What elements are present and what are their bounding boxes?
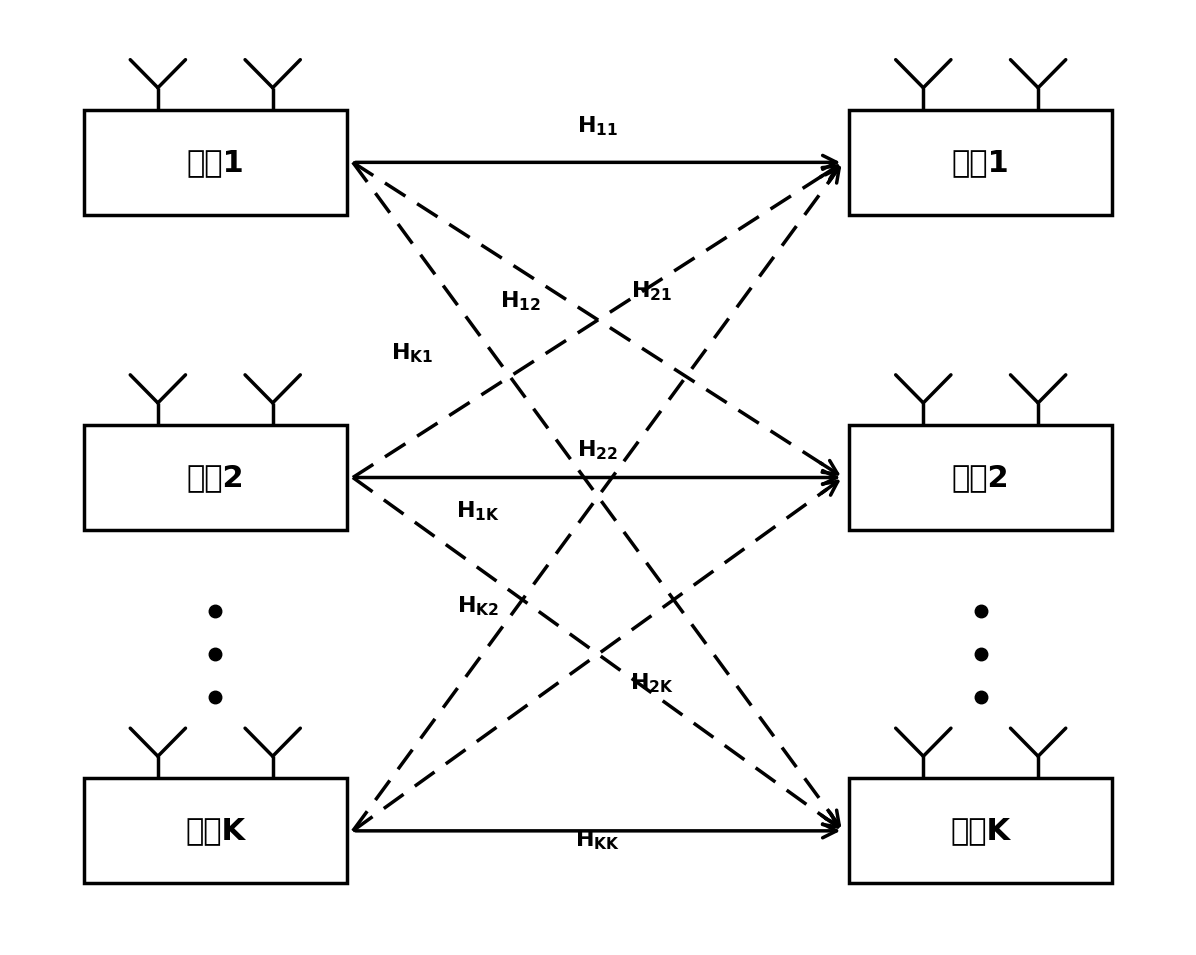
Text: $\mathbf{H_{K1}}$: $\mathbf{H_{K1}}$ — [391, 342, 434, 365]
Text: 基皙1: 基皙1 — [187, 148, 244, 177]
Text: 基站K: 基站K — [185, 817, 245, 845]
Text: $\mathbf{H_{KK}}$: $\mathbf{H_{KK}}$ — [575, 828, 621, 852]
Bar — [84, 425, 347, 530]
Bar — [84, 110, 347, 215]
Text: $\mathbf{H_{11}}$: $\mathbf{H_{11}}$ — [578, 114, 618, 138]
Text: 用户K: 用户K — [951, 817, 1011, 845]
Text: $\mathbf{H_{2K}}$: $\mathbf{H_{2K}}$ — [630, 671, 673, 694]
Bar — [849, 778, 1112, 883]
Bar — [849, 110, 1112, 215]
Text: $\mathbf{H_{21}}$: $\mathbf{H_{21}}$ — [631, 280, 672, 303]
Bar — [84, 778, 347, 883]
Text: 用户2: 用户2 — [952, 463, 1009, 492]
Text: $\mathbf{H_{12}}$: $\mathbf{H_{12}}$ — [500, 289, 541, 312]
Text: 基站2: 基站2 — [187, 463, 244, 492]
Bar — [849, 425, 1112, 530]
Text: $\mathbf{H_{K2}}$: $\mathbf{H_{K2}}$ — [457, 595, 500, 618]
Text: $\mathbf{H_{22}}$: $\mathbf{H_{22}}$ — [578, 438, 618, 462]
Text: $\mathbf{H_{1K}}$: $\mathbf{H_{1K}}$ — [457, 499, 500, 522]
Text: 用户1: 用户1 — [952, 148, 1009, 177]
